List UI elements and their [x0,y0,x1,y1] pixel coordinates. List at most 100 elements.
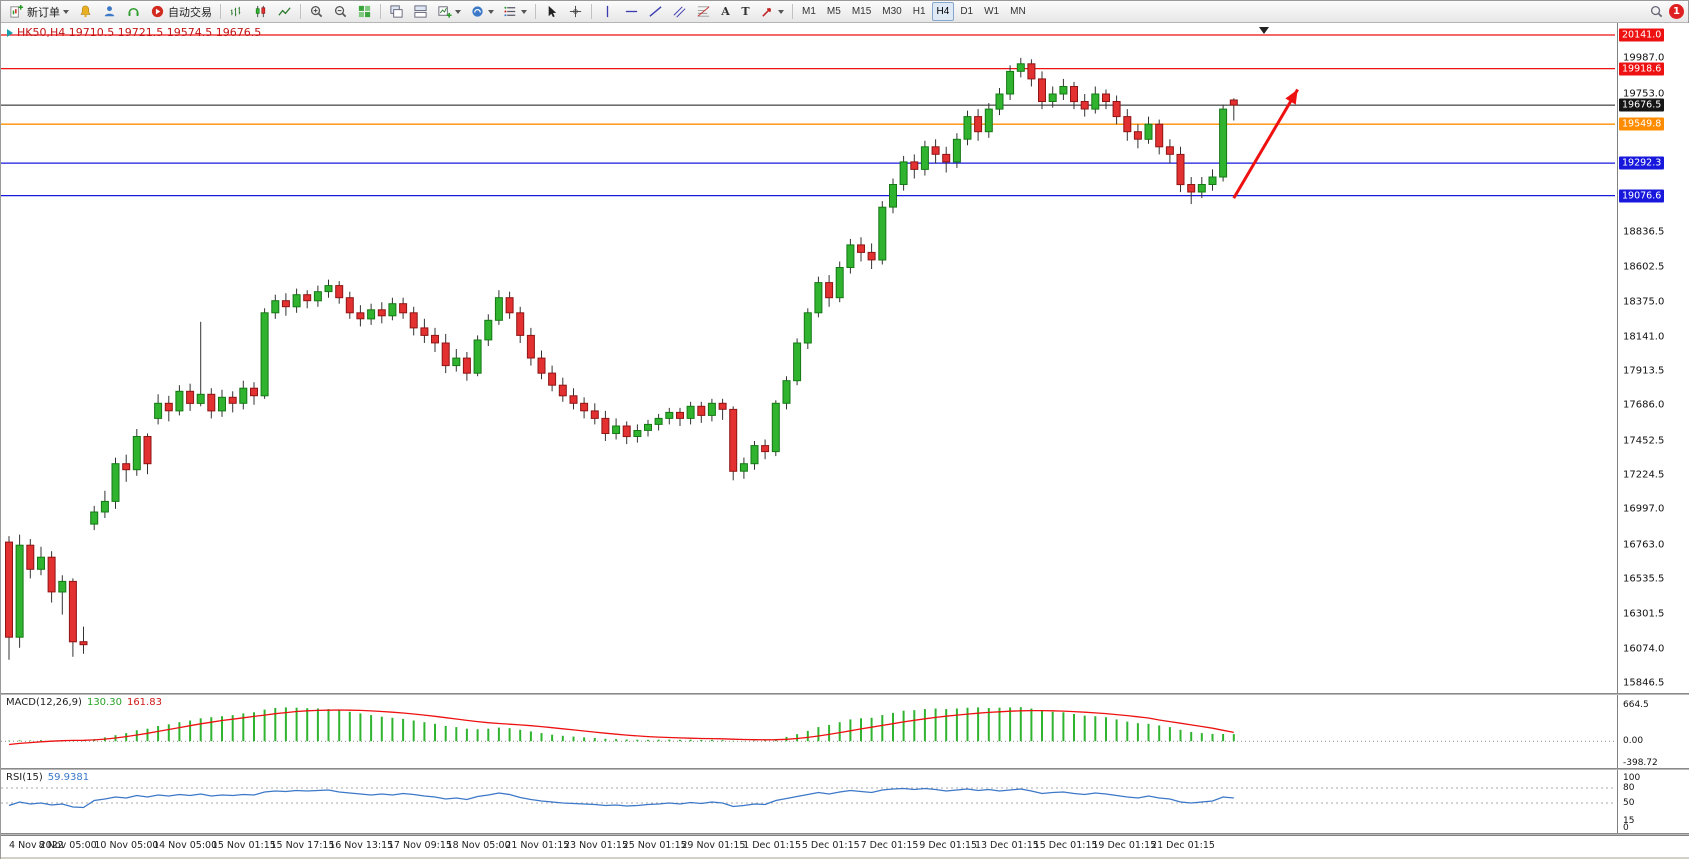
price-plot[interactable] [1,23,1615,693]
price-tick-label: 18375.0 [1623,296,1665,307]
price-tick-label: 18141.0 [1623,331,1665,343]
bar-chart-button[interactable] [225,2,248,21]
time-tick-label: 4 Nov 2022 [9,840,64,851]
timeframe-d1[interactable]: D1 [955,2,978,21]
zoom-out-button[interactable] [329,2,352,21]
cursor-button[interactable] [540,2,563,21]
toolbar-separator [591,4,592,19]
new-chart-icon [438,6,452,18]
autotrading-icon [151,5,164,18]
rsi-plot[interactable] [1,770,1615,833]
rsi-value: 59.9381 [47,772,90,783]
trend-arrow[interactable] [1232,88,1299,199]
trendline-icon [649,6,662,17]
search-button[interactable] [1645,2,1668,21]
price-tick-label: 16535.5 [1623,573,1665,585]
profiles-button[interactable] [466,2,498,21]
horizontal-line-icon [625,10,638,13]
price-tick-label: 18836.5 [1623,226,1665,238]
time-tick-label: 14 Nov 05:00 [153,840,218,851]
toolbar-separator [220,4,221,19]
support-button[interactable] [122,2,145,21]
macd-tick-label: -398.72 [1623,758,1658,768]
chart-shift-marker[interactable] [1259,27,1269,34]
new-chart-button[interactable] [433,2,465,21]
toolbar-separator [300,4,301,19]
pane-divider[interactable] [1,693,1689,695]
macd-label: MACD(12,26,9) 130.30 161.83 [6,697,162,708]
chart-title: HK50,H4 19710.5 19721.5 19574.5 19676.5 [7,26,261,39]
time-axis[interactable]: 4 Nov 2022 8 Nov 05:00 10 Nov 05:00 14 Nov … [1,835,1689,857]
line-chart-button[interactable] [273,2,296,21]
candlestick-chart-button[interactable] [249,2,272,21]
macd-axis[interactable]: 664.5 0.00 -398.72 [1617,695,1689,768]
vertical-line-tool-button[interactable] [596,2,619,21]
indicators-list-icon [504,6,516,17]
chevron-down-icon [488,9,494,14]
tile-horizontal-icon [414,5,427,18]
timeframe-m5[interactable]: M5 [822,2,846,21]
price-tick-label: 17686.0 [1623,399,1665,411]
price-tick-label: 17452.5 [1623,435,1665,447]
timeframe-m15[interactable]: M15 [847,2,876,21]
time-tick-label: 15 Nov 17:15 [270,840,335,851]
price-axis[interactable]: 19987.0 19753.0 18836.5 18602.5 18375.0 18141… [1617,23,1689,693]
price-level-label: 19918.6 [1619,62,1665,76]
zoom-in-button[interactable] [305,2,328,21]
timeframe-m30[interactable]: M30 [877,2,906,21]
rsi-axis[interactable]: 100 80 50 15 0 [1617,770,1689,833]
toolbar: 新订单 自动交易 [1,1,1688,23]
rsi-tick-label: 50 [1623,798,1635,808]
price-tick-label: 16301.5 [1623,608,1665,620]
trend-arrow-head [1285,89,1298,105]
tile-windows-icon [358,5,371,18]
line-chart-icon [278,7,291,16]
time-tick-label: 21 Nov 01:15 [505,840,570,851]
autotrading-label: 自动交易 [168,6,212,19]
time-tick-label: 19 Dec 01:15 [1092,840,1157,851]
timeframe-w1[interactable]: W1 [979,2,1004,21]
macd-value: 130.30 [86,697,122,708]
text-label-tool-button[interactable]: T [736,2,755,21]
rsi-tick-label: 80 [1623,783,1635,793]
time-tick-label: 29 Nov 01:15 [681,840,746,851]
tile-horizontal-button[interactable] [409,2,432,21]
fibonacci-icon [697,6,710,17]
arrows-tool-button[interactable] [756,2,788,21]
cursor-icon [548,5,557,18]
notification-badge[interactable]: 1 [1669,4,1684,19]
trendline-tool-button[interactable] [644,2,667,21]
fibonacci-tool-button[interactable] [692,2,715,21]
price-tick-label: 17913.5 [1623,365,1665,377]
search-icon [1650,5,1663,18]
indicators-button[interactable] [499,2,531,21]
timeframe-m1[interactable]: M1 [797,2,821,21]
price-level-label: 19676.5 [1619,98,1665,112]
new-order-button[interactable]: 新订单 [5,2,73,21]
time-tick-label: 18 Nov 05:00 [446,840,511,851]
community-button[interactable] [98,2,121,21]
time-tick-label: 15 Nov 01:15 [211,840,276,851]
price-level-label: 19549.8 [1619,117,1665,131]
timeframe-h4[interactable]: H4 [931,2,955,21]
autotrading-button[interactable]: 自动交易 [146,2,216,21]
cascade-windows-button[interactable] [385,2,408,21]
macd-plot[interactable] [1,695,1615,768]
timeframe-mn[interactable]: MN [1005,2,1031,21]
text-tool-button[interactable]: A [716,2,735,21]
channel-tool-button[interactable] [668,2,691,21]
bell-icon [80,5,91,18]
tile-windows-button[interactable] [353,2,376,21]
timeframe-h1[interactable]: H1 [908,2,931,21]
horizontal-line-tool-button[interactable] [620,2,643,21]
toolbar-separator [792,4,793,19]
alerts-button[interactable] [74,2,97,21]
time-tick-label: 7 Dec 01:15 [860,840,919,851]
macd-signal-value: 161.83 [126,697,162,708]
crosshair-button[interactable] [564,2,587,21]
channel-icon [673,6,686,18]
price-tick-label: 16763.0 [1623,539,1665,551]
pane-divider[interactable] [1,833,1689,835]
pane-divider[interactable] [1,768,1689,770]
